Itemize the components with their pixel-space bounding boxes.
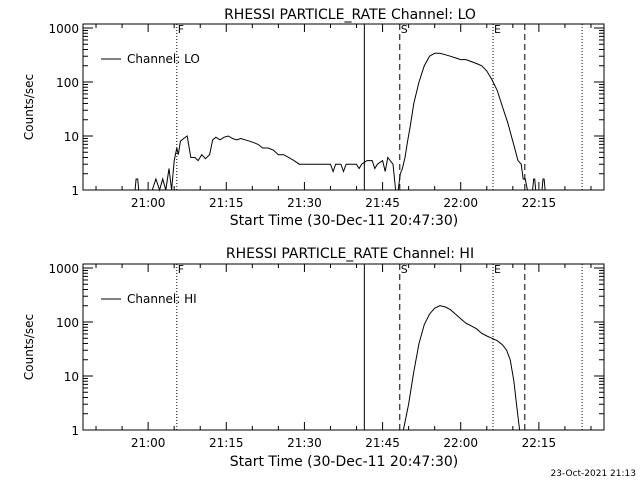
y-ticks: 1 10 100 1000 [48, 22, 604, 198]
marker-label: S [401, 263, 408, 276]
legend: Channel: LO [101, 52, 200, 66]
x-tick-label: 21:00 [131, 436, 166, 450]
x-axis-label: Start Time (30-Dec-11 20:47:30) [230, 454, 458, 470]
y-tick-label: 1000 [48, 22, 79, 36]
series-line [397, 52, 530, 191]
series-lines [402, 305, 521, 431]
x-ticks: 21:00 21:15 21:30 21:45 22:00 22:15 [95, 24, 592, 210]
x-tick-label: 21:15 [209, 196, 244, 210]
y-tick-label: 100 [56, 316, 79, 330]
y-tick-label: 1 [71, 424, 79, 438]
x-tick-label: 22:15 [522, 196, 557, 210]
x-tick-label: 22:00 [443, 196, 478, 210]
y-axis-label: Counts/sec [22, 314, 36, 380]
marker-label: S [401, 23, 408, 36]
x-ticks: 21:00 21:15 21:30 21:45 22:00 22:15 [95, 264, 592, 450]
x-tick-label: 21:15 [209, 436, 244, 450]
x-tick-label: 21:30 [287, 436, 322, 450]
x-tick-label: 21:30 [287, 196, 322, 210]
x-tick-label: 21:45 [365, 196, 400, 210]
y-tick-label: 1000 [48, 262, 79, 276]
legend: Channel: HI [101, 292, 197, 306]
legend-label: Channel: HI [127, 292, 197, 306]
x-axis-label: Start Time (30-Dec-11 20:47:30) [230, 213, 458, 229]
y-tick-label: 10 [64, 130, 79, 144]
marker-label: E [494, 263, 501, 276]
series-line [151, 135, 397, 192]
series-line [134, 178, 140, 191]
series-line [402, 305, 521, 431]
x-tick-label: 22:00 [443, 436, 478, 450]
legend-label: Channel: LO [127, 52, 200, 66]
plot-frame [82, 263, 605, 431]
y-tick-label: 1 [71, 184, 79, 198]
x-tick-label: 22:15 [522, 436, 557, 450]
y-tick-label: 100 [56, 76, 79, 90]
lo-channel-panel: RHESSI PARTICLE_RATE Channel: LO Start T… [22, 7, 605, 229]
footer-timestamp: 23-Oct-2021 21:13 [551, 469, 636, 479]
plot-frame [82, 23, 605, 191]
series-line [541, 178, 546, 191]
y-tick-label: 10 [64, 370, 79, 384]
x-tick-label: 21:45 [365, 436, 400, 450]
y-axis-label: Counts/sec [22, 74, 36, 140]
marker-label: F [178, 263, 184, 276]
hi-channel-panel: RHESSI PARTICLE_RATE Channel: HI Start T… [22, 246, 605, 470]
series-lines [134, 52, 546, 192]
chart-title: RHESSI PARTICLE_RATE Channel: LO [224, 7, 476, 23]
marker-label: F [178, 23, 184, 36]
y-ticks: 1 10 100 1000 [48, 262, 604, 438]
x-tick-label: 21:00 [131, 196, 166, 210]
chart-title: RHESSI PARTICLE_RATE Channel: HI [226, 246, 474, 262]
marker-label: E [494, 23, 501, 36]
series-line [532, 178, 537, 191]
